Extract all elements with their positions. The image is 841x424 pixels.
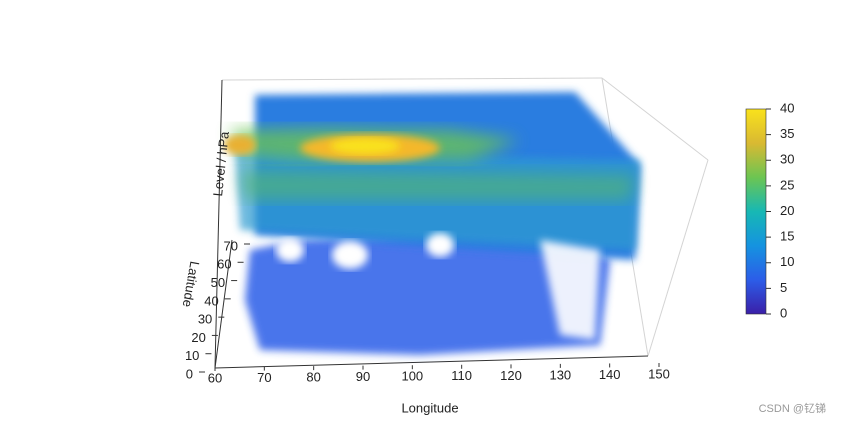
colorbar-tick-label: 10 — [780, 254, 794, 269]
x-tick-label: 60 — [208, 370, 222, 385]
y-axis-label: Latitude — [180, 260, 203, 308]
y-tick-label: 60 — [217, 257, 231, 272]
x-tick-label: 130 — [549, 367, 571, 382]
x-tick-label: 90 — [356, 369, 370, 384]
colorbar-tick-label: 40 — [780, 100, 794, 115]
colorbar-tick-label: 15 — [780, 229, 794, 244]
colorbar-tick-label: 25 — [780, 177, 794, 192]
colorbar-tick-label: 30 — [780, 152, 794, 167]
watermark: CSDN @钇锑 — [759, 402, 826, 415]
y-tick-label: 70 — [224, 238, 238, 253]
volume-render — [224, 92, 640, 355]
z-axis-label: Level / hPa — [210, 130, 232, 197]
colorbar-tick-label: 20 — [780, 203, 794, 218]
y-tick-label: 40 — [204, 293, 218, 308]
x-tick-label: 140 — [599, 367, 621, 382]
colorbar-tick-label: 5 — [780, 280, 787, 295]
x-tick-label: 110 — [451, 368, 472, 383]
y-tick-label: 50 — [211, 275, 225, 290]
colorbar-tick-label: 0 — [780, 305, 787, 320]
x-tick-label: 70 — [257, 370, 271, 385]
y-tick-label: 10 — [185, 348, 199, 363]
x-tick-label: 120 — [500, 368, 522, 383]
x-tick-label: 100 — [401, 369, 423, 384]
x-tick-label: 150 — [648, 366, 670, 381]
y-tick-label: 0 — [186, 366, 193, 381]
y-tick-label: 30 — [198, 312, 212, 327]
x-axis-label: Longitude — [401, 400, 458, 415]
y-tick-label: 20 — [191, 330, 205, 345]
x-tick-label: 80 — [306, 370, 320, 385]
colorbar — [745, 108, 767, 315]
colorbar-tick-label: 35 — [780, 126, 794, 141]
scene-frame — [214, 77, 709, 369]
